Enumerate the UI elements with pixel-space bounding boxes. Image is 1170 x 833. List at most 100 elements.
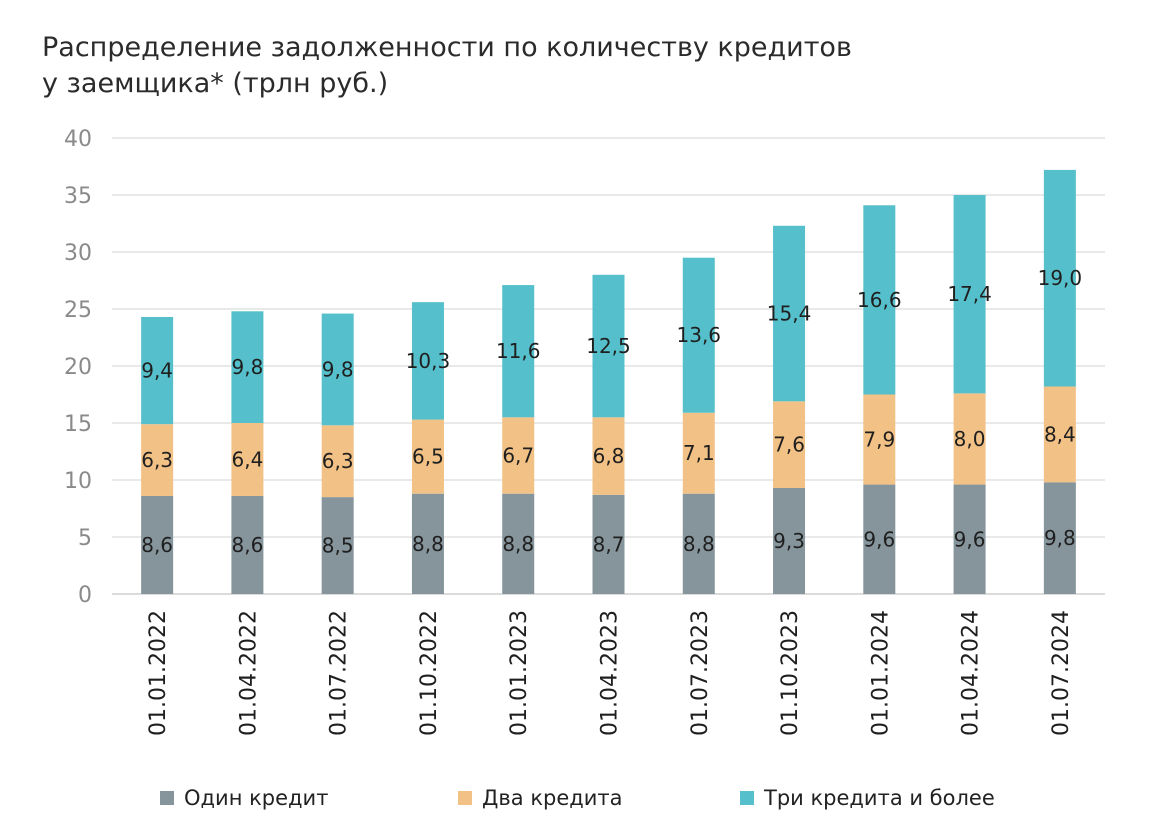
- data-label: 8,8: [502, 532, 534, 556]
- data-label: 9,8: [232, 355, 264, 379]
- data-label: 9,6: [954, 527, 986, 551]
- bar-segment-three-plus-credits: [231, 311, 264, 423]
- bar-segment-one-credit: [231, 495, 264, 594]
- data-label: 9,6: [863, 527, 895, 551]
- bar-segment-three-plus-credits: [682, 257, 715, 413]
- y-tick-label: 5: [78, 526, 92, 551]
- y-tick-label: 30: [64, 241, 92, 266]
- data-label: 15,4: [767, 302, 812, 326]
- bar-segment-three-plus-credits: [141, 316, 174, 425]
- data-label: 6,3: [141, 448, 173, 472]
- data-label: 8,8: [412, 532, 444, 556]
- bar-segment-two-credits: [682, 412, 715, 494]
- legend-swatch-three-plus-credits: [740, 791, 754, 805]
- chart-title-line-2: у заемщика* (трлн руб.): [42, 68, 389, 99]
- data-label: 19,0: [1038, 266, 1083, 290]
- chart-title: Распределение задолженности по количеств…: [42, 30, 852, 102]
- bar-segment-two-credits: [141, 424, 174, 496]
- data-label: 13,6: [677, 323, 722, 347]
- x-tick-label: 01.04.2023: [598, 610, 623, 736]
- bar-segment-one-credit: [321, 497, 354, 594]
- bar-segment-one-credit: [592, 494, 625, 594]
- stacked-bar-chart: 0 5 10 15 20 25 30 35 40 8,6 6,3 9,4 01.01.2022 8,6 6,…: [64, 127, 1105, 736]
- legend-item-three-plus-credits: Три кредита и более: [740, 786, 995, 810]
- data-label: 9,3: [773, 529, 805, 553]
- x-tick-label: 01.04.2022: [236, 610, 261, 736]
- data-label: 11,6: [496, 339, 541, 363]
- bar-segment-three-plus-credits: [321, 313, 354, 426]
- x-tick-label: 01.04.2024: [959, 610, 984, 736]
- data-label: 8,6: [232, 533, 264, 557]
- y-tick-label: 10: [64, 469, 92, 494]
- bar-segment-two-credits: [411, 419, 444, 494]
- bar-segment-two-credits: [592, 417, 625, 495]
- bar-segment-two-credits: [773, 401, 806, 488]
- x-tick-label: 01.07.2024: [1049, 610, 1074, 736]
- legend-item-two-credits: Два кредита: [458, 786, 623, 810]
- bar-segment-three-plus-credits: [502, 285, 535, 418]
- data-label: 8,6: [141, 533, 173, 557]
- bar-segment-one-credit: [953, 484, 986, 594]
- data-label: 8,7: [593, 532, 625, 556]
- bar-segment-one-credit: [141, 495, 174, 594]
- x-tick-label: 01.07.2023: [688, 610, 713, 736]
- bar-segment-three-plus-credits: [411, 302, 444, 420]
- bar-segment-three-plus-credits: [1043, 169, 1076, 387]
- bar-segment-two-credits: [863, 394, 896, 485]
- legend-label-one-credit: Один кредит: [184, 786, 329, 810]
- legend-swatch-two-credits: [458, 791, 472, 805]
- x-tick-label: 01.10.2022: [417, 610, 442, 736]
- data-label: 6,8: [593, 444, 625, 468]
- data-label: 7,6: [773, 433, 805, 457]
- data-label: 9,8: [322, 357, 354, 381]
- data-label: 7,9: [863, 428, 895, 452]
- x-tick-label: 01.01.2024: [868, 610, 893, 736]
- y-tick-label: 35: [64, 184, 92, 209]
- bar-segment-two-credits: [502, 417, 535, 494]
- data-label: 8,8: [683, 532, 715, 556]
- data-label: 9,4: [141, 359, 173, 383]
- data-label: 16,6: [857, 288, 902, 312]
- bar-segment-three-plus-credits: [863, 205, 896, 395]
- data-label: 8,4: [1044, 422, 1076, 446]
- data-label: 9,8: [1044, 526, 1076, 550]
- bar-segment-one-credit: [1043, 482, 1076, 594]
- y-tick-label: 0: [78, 583, 92, 608]
- bar-segment-one-credit: [863, 484, 896, 594]
- bar-segment-three-plus-credits: [592, 274, 625, 418]
- legend-label-two-credits: Два кредита: [482, 786, 623, 810]
- data-label: 6,5: [412, 445, 444, 469]
- y-tick-label: 40: [64, 127, 92, 152]
- x-tick-label: 01.01.2023: [507, 610, 532, 736]
- data-label: 6,4: [232, 447, 264, 471]
- bar-segment-one-credit: [502, 493, 535, 594]
- y-tick-label: 25: [64, 298, 92, 323]
- data-label: 6,3: [322, 449, 354, 473]
- data-label: 7,1: [683, 441, 715, 465]
- y-tick-label: 20: [64, 355, 92, 380]
- legend-swatch-one-credit: [160, 791, 174, 805]
- bar-segment-two-credits: [1043, 386, 1076, 483]
- legend-label-three-plus-credits: Три кредита и более: [764, 786, 995, 810]
- bar-segment-two-credits: [953, 393, 986, 485]
- bar-segment-two-credits: [321, 425, 354, 498]
- x-tick-label: 01.10.2023: [778, 610, 803, 736]
- chart-title-line-1: Распределение задолженности по количеств…: [42, 32, 852, 63]
- bar-segment-one-credit: [682, 493, 715, 594]
- data-label: 17,4: [947, 282, 992, 306]
- data-label: 10,3: [406, 349, 451, 373]
- data-label: 8,0: [954, 427, 986, 451]
- data-label: 12,5: [586, 334, 631, 358]
- bar-segment-three-plus-credits: [773, 225, 806, 402]
- bar-segment-one-credit: [411, 493, 444, 594]
- bar-segment-two-credits: [231, 423, 264, 496]
- chart-legend: Один кредит Два кредита Три кредита и бо…: [0, 786, 1170, 816]
- bar-segment-one-credit: [773, 487, 806, 594]
- y-tick-label: 15: [64, 412, 92, 437]
- data-label: 8,5: [322, 534, 354, 558]
- bar-segment-three-plus-credits: [953, 195, 986, 394]
- x-tick-label: 01.01.2022: [146, 610, 171, 736]
- legend-item-one-credit: Один кредит: [160, 786, 328, 810]
- x-tick-label: 01.07.2022: [327, 610, 352, 736]
- data-label: 6,7: [502, 443, 534, 467]
